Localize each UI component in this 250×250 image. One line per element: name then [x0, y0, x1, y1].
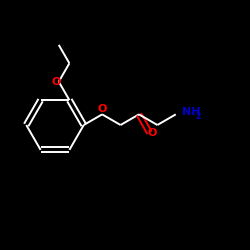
Text: 2: 2 — [196, 112, 201, 121]
Text: NH: NH — [182, 108, 201, 118]
Text: O: O — [98, 104, 107, 115]
Text: O: O — [148, 128, 157, 138]
Text: O: O — [52, 77, 61, 87]
